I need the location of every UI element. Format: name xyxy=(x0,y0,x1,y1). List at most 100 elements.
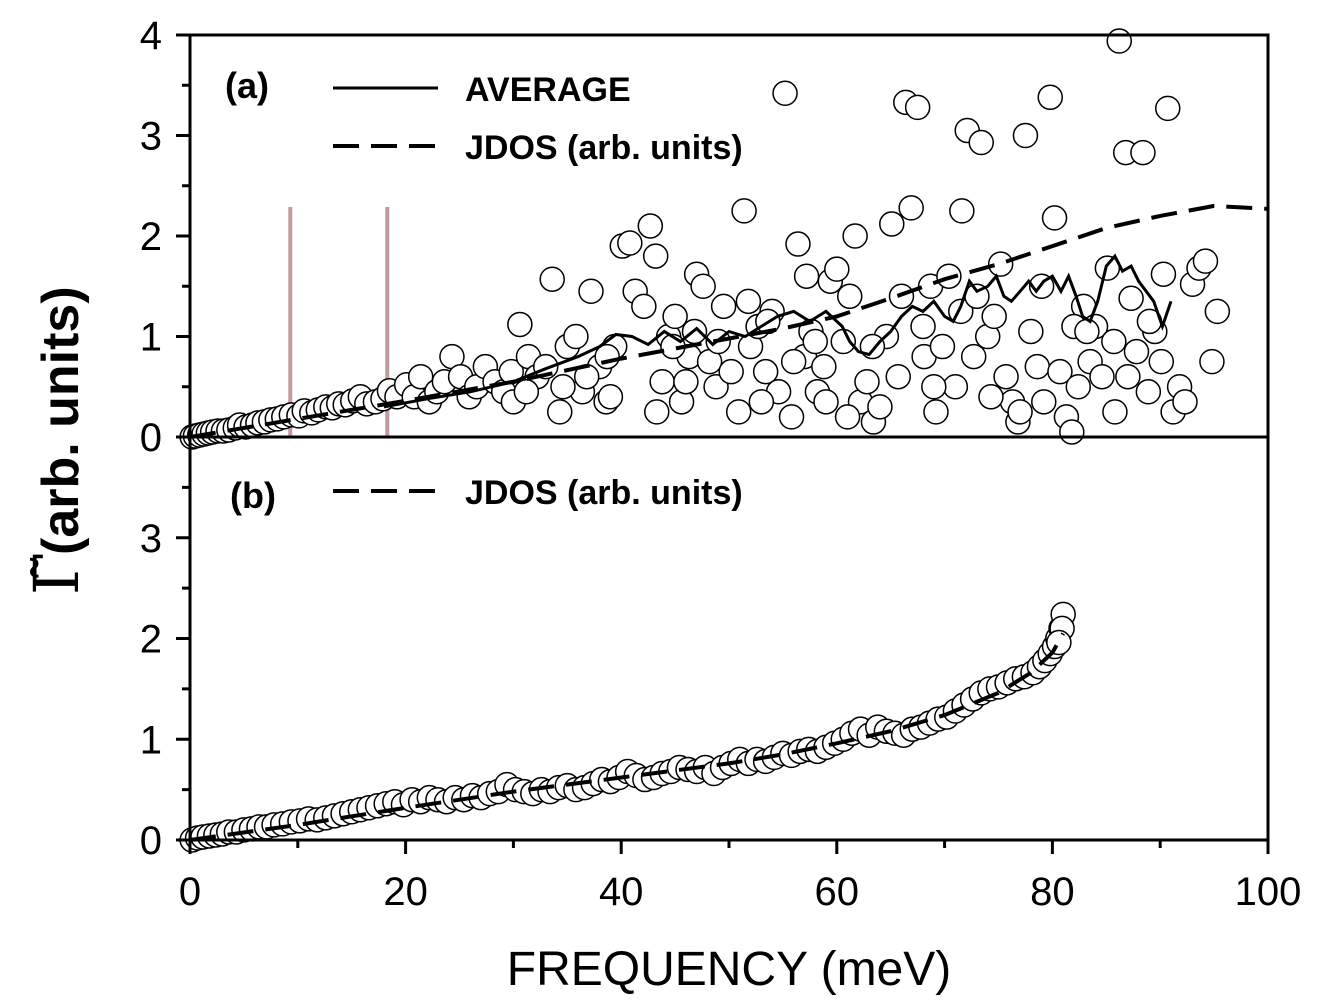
data-point xyxy=(859,333,886,360)
data-point xyxy=(780,348,807,375)
data-point xyxy=(631,293,657,320)
panel-a: 0 1 2 3 4 (a) AVERAGE JDOS (arb. units) xyxy=(140,14,1270,460)
x-tick-label: 100 xyxy=(1235,870,1302,914)
data-point xyxy=(1135,379,1162,405)
data-point xyxy=(735,288,762,315)
data-point xyxy=(1007,399,1033,425)
data-point xyxy=(904,94,931,121)
data-point xyxy=(1024,353,1051,380)
data-point xyxy=(981,303,1007,330)
data-point xyxy=(1115,363,1141,390)
data-point xyxy=(842,223,868,249)
data-point xyxy=(813,389,839,415)
data-point xyxy=(1199,348,1225,375)
y-axis-title: Γ̃ (arb. units) xyxy=(20,286,93,595)
legend-label-average: AVERAGE xyxy=(465,71,631,109)
y-ticks-a: 0 1 2 3 4 xyxy=(140,14,190,460)
x-tick-label: 80 xyxy=(1030,870,1075,914)
data-point xyxy=(1012,122,1039,149)
data-point xyxy=(725,399,752,425)
data-point xyxy=(1074,318,1100,345)
data-point xyxy=(1192,248,1219,274)
data-point xyxy=(513,379,540,405)
y-tick-label: 1 xyxy=(140,316,162,360)
average-line xyxy=(383,253,1173,409)
data-point xyxy=(578,278,604,305)
data-point xyxy=(1118,285,1144,312)
x-tick-label: 0 xyxy=(179,870,201,914)
data-point xyxy=(507,311,533,338)
data-point xyxy=(597,384,624,410)
data-point xyxy=(690,273,716,299)
data-point xyxy=(802,328,828,355)
scatter-points-a xyxy=(179,28,1231,450)
x-axis-title: FREQUENCY (meV) xyxy=(507,943,952,996)
data-point xyxy=(642,243,669,269)
data-point xyxy=(703,374,729,400)
data-point xyxy=(710,293,737,320)
jdos-line-a xyxy=(189,203,1269,439)
data-point xyxy=(594,343,620,370)
data-point xyxy=(793,263,820,289)
x-ticks: 0 20 40 60 80 100 xyxy=(179,840,1302,914)
data-point xyxy=(968,129,995,156)
data-point xyxy=(1130,139,1156,166)
y-tick-label: 3 xyxy=(140,517,162,561)
data-point xyxy=(718,358,744,385)
data-point xyxy=(1018,318,1044,345)
data-point xyxy=(1102,399,1128,425)
legend-label-jdos-b: JDOS (arb. units) xyxy=(465,474,743,512)
y-tick-label: 0 xyxy=(140,416,162,460)
y-tick-label: 2 xyxy=(140,618,162,662)
data-point xyxy=(942,374,969,400)
jdos-line-b xyxy=(189,632,1065,842)
data-point xyxy=(731,198,757,224)
data-point xyxy=(1150,261,1177,287)
data-point xyxy=(978,384,1004,410)
data-point xyxy=(1041,205,1068,231)
data-point xyxy=(772,80,798,107)
data-point xyxy=(752,358,779,385)
data-point xyxy=(898,195,924,221)
data-point xyxy=(1204,298,1231,325)
data-point xyxy=(949,198,975,224)
y-tick-label: 0 xyxy=(140,819,162,863)
data-point xyxy=(637,213,664,239)
data-point xyxy=(879,211,905,237)
data-point xyxy=(644,399,670,425)
data-point xyxy=(1106,28,1132,54)
data-point xyxy=(921,374,947,400)
data-point xyxy=(1031,389,1057,415)
data-point xyxy=(1046,629,1072,656)
data-point xyxy=(649,368,675,395)
data-point xyxy=(1154,95,1181,122)
x-tick-label: 60 xyxy=(815,870,860,914)
data-point xyxy=(1101,328,1127,355)
data-point xyxy=(834,404,861,430)
data-point xyxy=(867,394,893,420)
x-tick-label: 40 xyxy=(599,870,644,914)
data-point xyxy=(662,303,688,330)
data-point xyxy=(960,343,987,370)
y-tick-label: 3 xyxy=(140,115,162,159)
data-point xyxy=(824,256,850,282)
data-point xyxy=(885,363,911,390)
data-point xyxy=(993,363,1019,390)
data-point xyxy=(617,230,643,256)
panel-label-b: (b) xyxy=(230,475,276,516)
data-point xyxy=(778,404,805,430)
data-point xyxy=(1172,389,1198,415)
scatter-points-b xyxy=(179,601,1076,853)
legend-label-jdos-a: JDOS (arb. units) xyxy=(465,129,743,167)
y-tick-label: 1 xyxy=(140,718,162,762)
data-point xyxy=(1059,419,1085,445)
data-point xyxy=(539,266,565,292)
data-point xyxy=(673,368,699,395)
panel-b: 0 1 2 3 0 20 40 60 80 100 (b) JDOS (arb. units) xyxy=(140,435,1302,914)
y-ticks-b: 0 1 2 3 xyxy=(140,485,190,863)
data-point xyxy=(550,374,576,400)
data-point xyxy=(854,368,880,395)
data-point xyxy=(836,283,863,310)
data-point xyxy=(1065,374,1092,400)
